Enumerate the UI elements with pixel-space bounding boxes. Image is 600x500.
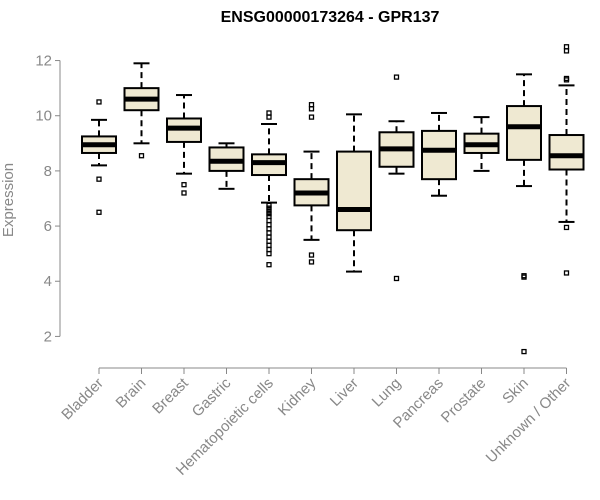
y-tick-label-4: 4 bbox=[44, 273, 52, 290]
outlier-point bbox=[266, 234, 272, 240]
box-brain bbox=[123, 62, 160, 159]
outlier-point bbox=[308, 102, 315, 108]
iqr-box bbox=[506, 105, 542, 161]
outlier-point bbox=[181, 190, 187, 196]
chart-title: ENSG00000173264 - GPR137 bbox=[221, 9, 440, 26]
outlier-point bbox=[266, 208, 272, 214]
outlier-point bbox=[563, 77, 570, 83]
outlier-point bbox=[521, 348, 527, 355]
box-kidney bbox=[293, 102, 330, 265]
outlier-point bbox=[563, 270, 570, 276]
y-tick-label-12: 12 bbox=[35, 53, 52, 70]
outlier-point bbox=[266, 238, 272, 244]
box-hematopoietic-cells bbox=[251, 110, 287, 268]
outlier-point bbox=[96, 176, 102, 182]
outlier-point bbox=[563, 224, 570, 231]
outlier-point bbox=[266, 211, 272, 217]
iqr-box bbox=[548, 134, 585, 171]
outlier-point bbox=[266, 230, 272, 236]
box-skin bbox=[506, 73, 542, 355]
box-breast bbox=[166, 94, 202, 196]
iqr-box bbox=[336, 150, 372, 232]
outlier-point bbox=[181, 182, 187, 188]
outlier-point bbox=[393, 275, 400, 282]
y-tick-label-10: 10 bbox=[35, 108, 52, 125]
outlier-point bbox=[308, 106, 315, 112]
outlier-point bbox=[308, 259, 315, 265]
box-pancreas bbox=[421, 111, 457, 197]
outlier-point bbox=[266, 222, 272, 228]
x-tick-label-prostate: Prostate bbox=[438, 375, 490, 427]
outlier-point bbox=[266, 110, 272, 116]
box-gastric bbox=[208, 142, 245, 190]
outlier-point bbox=[266, 242, 272, 249]
outlier-point bbox=[266, 202, 272, 209]
y-axis: 2 4 6 8 10 12 bbox=[35, 53, 61, 345]
outlier-point bbox=[138, 153, 145, 159]
x-tick-label-breast: Breast bbox=[149, 374, 192, 417]
outlier-point bbox=[266, 213, 272, 220]
x-tick-label-brain: Brain bbox=[113, 375, 150, 412]
box-bladder bbox=[81, 99, 117, 215]
box-unknown-other bbox=[548, 44, 585, 276]
outlier-point bbox=[266, 114, 272, 120]
y-tick-label-8: 8 bbox=[44, 163, 52, 180]
outlier-point bbox=[266, 251, 272, 257]
outlier-point bbox=[266, 226, 272, 232]
y-axis-label: Expression bbox=[0, 163, 17, 237]
outlier-point bbox=[96, 209, 102, 215]
outlier-point bbox=[266, 205, 272, 211]
box-liver bbox=[336, 113, 372, 273]
boxes-group bbox=[81, 44, 585, 355]
y-tick-label-2: 2 bbox=[44, 328, 52, 345]
outlier-point bbox=[521, 274, 527, 280]
iqr-box bbox=[421, 129, 457, 181]
outlier-point bbox=[393, 74, 400, 80]
outlier-point bbox=[308, 252, 315, 258]
outlier-point bbox=[563, 48, 570, 54]
outlier-point bbox=[266, 246, 272, 253]
x-tick-label-kidney: Kidney bbox=[275, 374, 320, 419]
outlier-point bbox=[96, 99, 102, 105]
outlier-point bbox=[266, 262, 272, 268]
outlier-point bbox=[308, 114, 315, 120]
x-tick-label-skin: Skin bbox=[499, 375, 532, 408]
box-lung bbox=[378, 74, 415, 282]
y-tick-label-6: 6 bbox=[44, 218, 52, 235]
outlier-point bbox=[563, 44, 570, 50]
x-tick-label-liver: Liver bbox=[327, 375, 362, 410]
box-prostate bbox=[463, 116, 500, 172]
x-tick-label-bladder: Bladder bbox=[58, 375, 107, 424]
outlier-point bbox=[266, 217, 272, 224]
x-tick-label-lung: Lung bbox=[369, 375, 405, 411]
